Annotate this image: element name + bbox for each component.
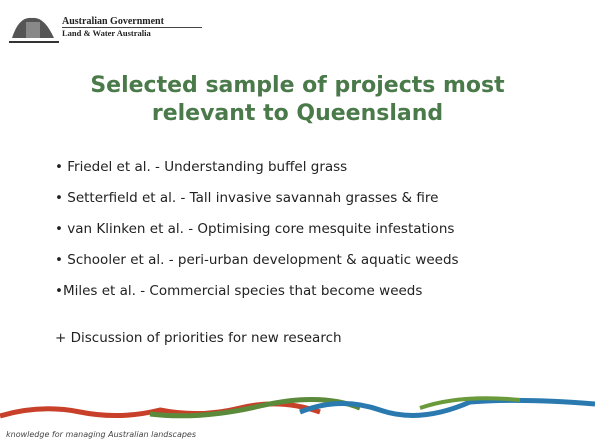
list-item: •Miles et al. - Commercial species that … — [55, 283, 423, 299]
closing-note: + Discussion of priorities for new resea… — [55, 330, 342, 346]
list-item: • Friedel et al. - Understanding buffel … — [55, 159, 348, 175]
list-item: • Setterfield et al. - Tall invasive sav… — [55, 190, 439, 206]
footer-tagline: knowledge for managing Australian landsc… — [6, 430, 197, 439]
logo-title: Australian Government — [62, 16, 164, 27]
logo-subtitle: Land & Water Australia — [62, 28, 151, 38]
crest — [9, 17, 59, 43]
logo-rule — [62, 27, 202, 28]
slide-title: Selected sample of projects most relevan… — [90, 73, 505, 126]
list-item: • van Klinken et al. - Optimising core m… — [55, 221, 455, 237]
list-item: • Schooler et al. - peri-urban developme… — [55, 252, 459, 268]
footer-swoosh — [0, 396, 595, 419]
